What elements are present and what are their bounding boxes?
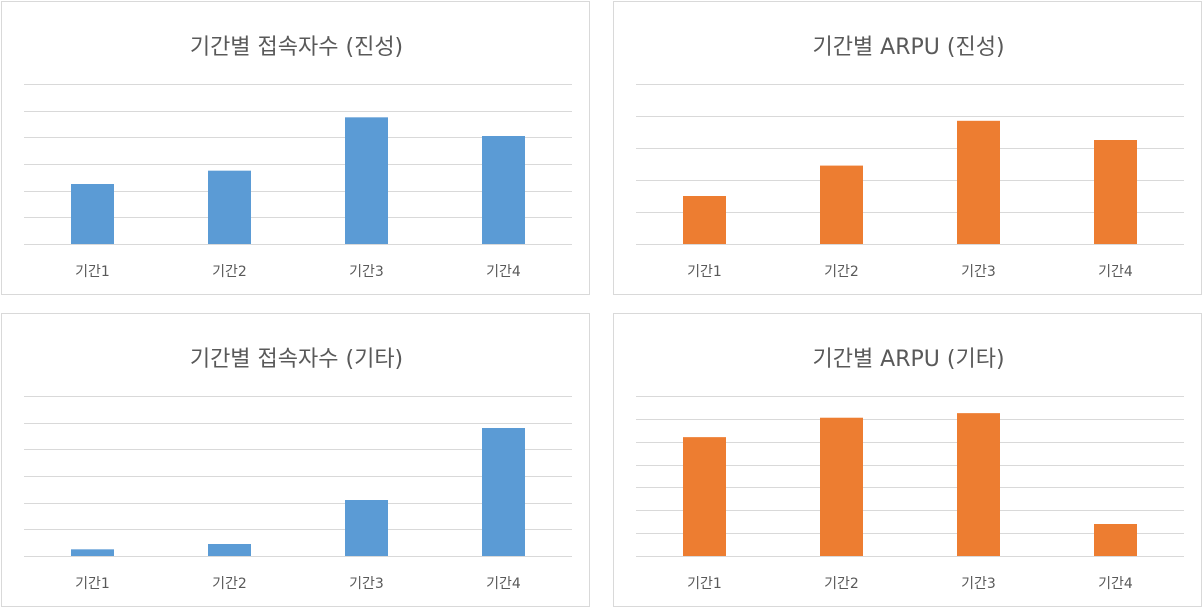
chart-svg: 기간별 ARPU (기타) 기간1 기간2 기간3 기간4	[636, 347, 1184, 592]
bar-1	[683, 196, 726, 244]
bar-1	[71, 549, 114, 556]
bar-2	[208, 544, 251, 556]
bar-4	[482, 428, 525, 556]
x-tick-label: 기간4	[486, 264, 521, 280]
bar-4	[1094, 524, 1137, 556]
x-tick-label: 기간2	[824, 264, 859, 280]
bar-3	[957, 120, 1000, 244]
x-tick-label: 기간1	[75, 264, 110, 280]
bar-3	[345, 500, 388, 556]
x-tick-label: 기간3	[961, 264, 996, 280]
chart-panel-visitors-other: 기간별 접속자수 (기타) 기간1 기간2 기간3 기간4	[1, 313, 590, 607]
x-tick-label: 기간3	[349, 264, 384, 280]
x-tick-label: 기간2	[212, 576, 247, 592]
chart-svg: 기간별 접속자수 (진성) 기간1 기간2 기간3 기간4	[24, 35, 572, 280]
chart-title: 기간별 접속자수 (기타)	[190, 347, 403, 372]
chart-panel-visitors-genuine: 기간별 접속자수 (진성) 기간1 기간2 기간3 기간4	[1, 1, 590, 295]
chart-svg: 기간별 ARPU (진성) 기간1 기간2 기간3 기간4	[636, 35, 1184, 280]
bar-1	[683, 437, 726, 556]
bar-2	[208, 170, 251, 244]
bar-1	[71, 184, 114, 244]
x-tick-label: 기간4	[486, 576, 521, 592]
bar-2	[820, 165, 863, 244]
chart-title: 기간별 ARPU (진성)	[812, 35, 1004, 60]
x-tick-label: 기간1	[687, 264, 722, 280]
x-tick-label: 기간4	[1098, 264, 1133, 280]
chart-svg: 기간별 접속자수 (기타) 기간1 기간2 기간3 기간4	[24, 347, 572, 592]
x-tick-label: 기간2	[212, 264, 247, 280]
x-tick-label: 기간4	[1098, 576, 1133, 592]
chart-title: 기간별 ARPU (기타)	[812, 347, 1004, 372]
x-tick-label: 기간3	[349, 576, 384, 592]
chart-panel-arpu-other: 기간별 ARPU (기타) 기간1 기간2 기간3 기간4	[613, 313, 1202, 607]
x-tick-label: 기간2	[824, 576, 859, 592]
x-tick-label: 기간1	[687, 576, 722, 592]
x-tick-label: 기간3	[961, 576, 996, 592]
bar-4	[482, 136, 525, 244]
bar-3	[957, 413, 1000, 556]
chart-title: 기간별 접속자수 (진성)	[190, 35, 403, 60]
chart-panel-arpu-genuine: 기간별 ARPU (진성) 기간1 기간2 기간3 기간4	[613, 1, 1202, 295]
bar-4	[1094, 140, 1137, 244]
x-tick-label: 기간1	[75, 576, 110, 592]
bar-3	[345, 117, 388, 244]
bar-2	[820, 417, 863, 556]
